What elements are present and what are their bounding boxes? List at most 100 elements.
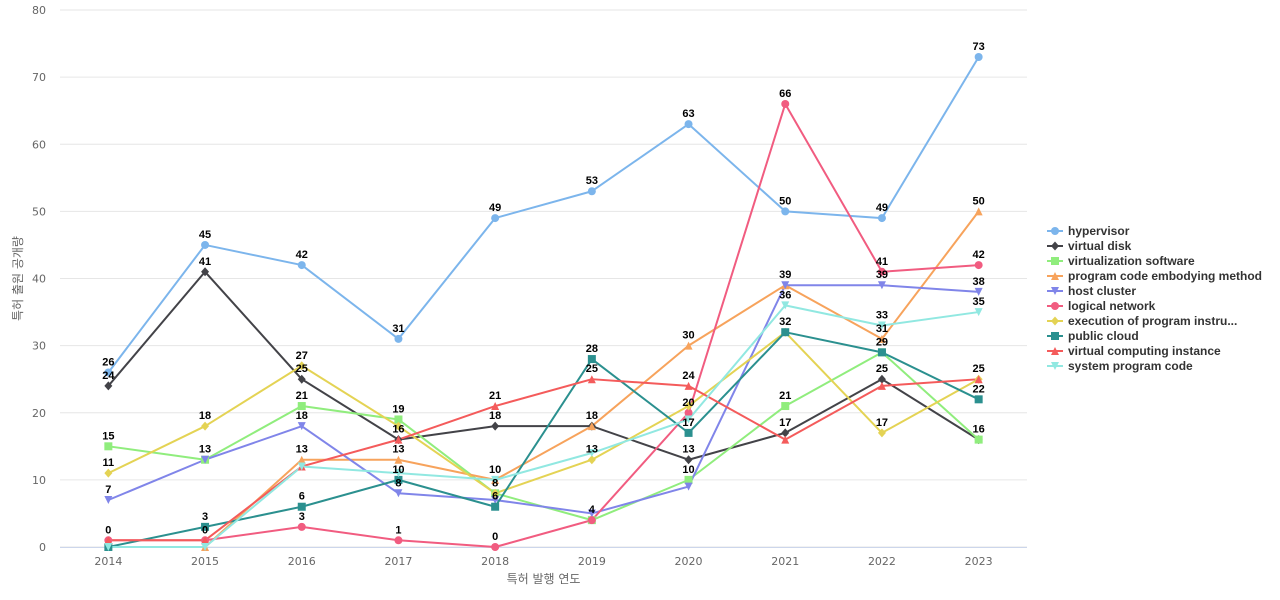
data-point-public-cloud [491,502,500,511]
data-label: 25 [586,363,598,375]
data-point-system-program-code [781,301,790,310]
legend-label: host cluster [1068,284,1136,298]
data-point-virtual-disk [201,267,210,277]
data-point-virtual-disk [781,428,790,438]
series-line-system-program-code [108,304,979,548]
legend-item-execution-of-program-instru[interactable]: execution of program instru... [1047,314,1237,328]
data-point-virtualization-software [394,415,403,424]
data-label: 24 [102,370,115,382]
x-tick-label: 2015 [191,555,219,568]
y-tick-label: 50 [32,205,46,218]
data-label: 29 [876,336,888,348]
y-tick-label: 70 [32,71,46,84]
data-point-logical-network [684,408,693,417]
data-point-execution-of-program-instru [684,401,693,411]
data-point-virtual-disk [104,381,113,391]
data-point-logical-network [491,543,500,551]
legend-label: virtual disk [1068,239,1132,253]
data-label: 49 [876,202,888,214]
data-label: 38 [973,276,985,288]
data-point-execution-of-program-instru [394,421,403,431]
data-label: 17 [876,417,888,429]
data-point-public-cloud [394,475,403,484]
data-point-execution-of-program-instru [201,421,210,431]
data-label: 31 [876,323,888,335]
data-label: 26 [102,356,114,368]
data-label: 6 [492,491,498,503]
data-point-system-program-code [394,469,403,478]
data-point-public-cloud [684,428,693,437]
data-point-host-cluster [491,496,500,505]
data-label: 50 [973,195,985,207]
data-point-virtual-computing-instance [394,435,403,444]
data-label: 25 [296,363,308,375]
data-label: 66 [779,88,791,100]
data-label: 7 [105,484,111,496]
series-line-host-cluster [107,284,979,515]
legend-item-hypervisor[interactable]: hypervisor [1047,224,1130,238]
data-label: 41 [876,256,888,268]
data-point-virtual-disk [491,421,500,431]
data-label: 20 [682,397,694,409]
data-point-system-program-code [297,462,306,471]
data-label: 19 [392,403,404,415]
data-label: 21 [779,390,791,402]
legend-item-public-cloud[interactable]: public cloud [1047,329,1139,343]
data-point-system-program-code [491,475,500,484]
legend-symbol [1051,227,1059,235]
data-point-hypervisor [201,240,210,249]
y-axis-ticks: 0 10 20 30 40 50 60 70 80 [32,4,46,554]
data-label: 13 [392,444,404,456]
data-point-hypervisor [974,52,983,61]
data-point-virtual-computing-instance [684,381,693,390]
series-line-virtual-disk [107,270,980,461]
data-label: 31 [392,323,404,335]
x-tick-label: 2018 [481,555,509,568]
data-label: 27 [296,350,308,362]
series-line-virtual-computing-instance [108,378,979,542]
data-point-hypervisor [491,214,500,223]
legend-label: hypervisor [1068,224,1130,238]
data-label: 28 [586,343,598,355]
data-point-host-cluster [974,287,983,296]
data-point-virtual-disk [684,455,693,465]
data-label: 13 [586,444,598,456]
gridlines [60,9,1027,548]
data-label: 53 [586,175,598,187]
legend-item-virtual-computing-instance[interactable]: virtual computing instance [1047,344,1221,358]
legend-item-logical-network[interactable]: logical network [1047,299,1156,313]
data-label: 6 [299,491,305,503]
data-point-hypervisor [684,120,693,129]
data-label: 15 [102,430,114,442]
x-tick-label: 2016 [288,555,316,568]
x-tick-label: 2019 [578,555,606,568]
x-tick-label: 2023 [965,555,993,568]
legend-item-virtualization-software[interactable]: virtualization software [1047,254,1195,268]
legend-symbol [1051,272,1059,280]
data-point-execution-of-program-instru [297,361,306,371]
data-point-hypervisor [297,261,306,270]
legend-item-program-code-embodying-method[interactable]: program code embodying method [1047,269,1262,283]
y-axis-title: 특허 출원 공개량 [11,236,25,321]
legend-label: virtualization software [1068,254,1195,268]
data-label: 24 [682,370,695,382]
data-point-execution-of-program-instru [587,455,596,465]
data-point-hypervisor [104,368,113,377]
series-line-execution-of-program-instru [107,331,980,495]
data-point-host-cluster [781,281,790,290]
x-tick-label: 2022 [868,555,896,568]
data-label: 18 [586,410,598,422]
legend-item-system-program-code[interactable]: system program code [1047,359,1193,373]
data-point-hypervisor [394,334,403,343]
legend-item-host-cluster[interactable]: host cluster [1047,284,1136,298]
data-label: 3 [202,511,208,523]
data-label: 8 [395,477,401,489]
legend-symbol [1051,316,1059,326]
y-tick-label: 20 [32,407,46,420]
data-point-hypervisor [781,207,790,216]
y-tick-label: 80 [32,4,46,17]
legend-item-virtual-disk[interactable]: virtual disk [1047,239,1132,253]
series-line-logical-network [108,102,979,548]
legend-label: execution of program instru... [1068,314,1237,328]
